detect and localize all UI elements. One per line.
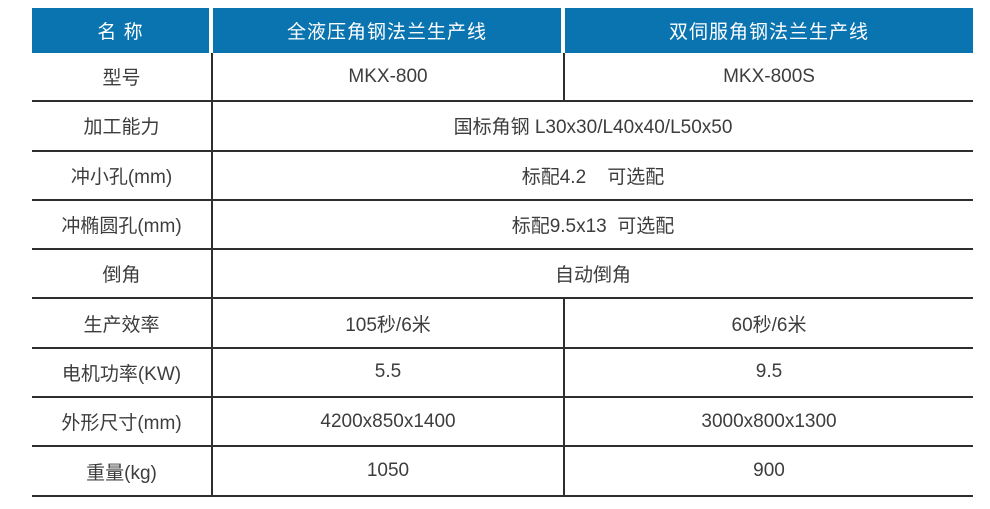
row-capacity: 加工能力 国标角钢 L30x30/L40x40/L50x50: [32, 102, 973, 152]
row-label: 冲小孔(mm): [32, 151, 213, 199]
oblong-hole-value: 标配9.5x13 可选配: [511, 216, 675, 238]
row-small-hole: 冲小孔(mm) 标配4.2 可选配: [32, 151, 973, 201]
row-label: 生产效率: [32, 299, 213, 347]
row-label: 冲椭圆孔(mm): [32, 200, 213, 249]
motor-power-b-value: 9.5: [755, 361, 783, 383]
header-cell-name: 名 称: [32, 8, 213, 53]
small-hole-value: 标配4.2 可选配: [521, 166, 665, 188]
capacity-value: 国标角钢 L30x30/L40x40/L50x50: [453, 117, 733, 139]
row-efficiency: 生产效率 105秒/6米 60秒/6米: [32, 299, 973, 349]
row-label: 外形尺寸(mm): [32, 398, 213, 446]
header-row: 名 称 全液压角钢法兰生产线 双伺服角钢法兰生产线: [32, 8, 973, 53]
row-label: 型号: [32, 53, 213, 101]
model-b-value: MKX-800S: [723, 65, 815, 87]
efficiency-b-value: 60秒/6米: [731, 314, 807, 336]
row-label: 加工能力: [32, 102, 213, 150]
header-cell-product-a: 全液压角钢法兰生产线: [213, 8, 565, 53]
weight-b-value: 900: [753, 460, 785, 482]
row-weight: 重量(kg) 1050 900: [32, 447, 973, 497]
model-a-value: MKX-800: [213, 53, 565, 101]
dimensions-b-value: 3000x800x1300: [701, 410, 837, 432]
dimensions-a-value: 4200x850x1400: [213, 398, 565, 446]
row-label: 倒角: [32, 250, 213, 298]
chamfer-value: 自动倒角: [554, 265, 631, 287]
row-label: 重量(kg): [32, 447, 213, 495]
row-model: 型号 MKX-800 MKX-800S: [32, 53, 973, 103]
row-label: 电机功率(KW): [32, 348, 213, 397]
product-spec-table: 名 称 全液压角钢法兰生产线 双伺服角钢法兰生产线 型号 MKX-800 MKX…: [32, 8, 973, 497]
row-chamfer: 倒角 自动倒角: [32, 250, 973, 300]
row-dimensions: 外形尺寸(mm) 4200x850x1400 3000x800x1300: [32, 398, 973, 448]
header-cell-product-b: 双伺服角钢法兰生产线: [565, 8, 973, 53]
row-oblong-hole: 冲椭圆孔(mm) 标配9.5x13 可选配: [32, 200, 973, 251]
row-motor-power: 电机功率(KW) 5.5 9.5: [32, 348, 973, 399]
efficiency-a-value: 105秒/6米: [213, 299, 565, 347]
weight-a-value: 1050: [213, 447, 565, 495]
motor-power-a-value: 5.5: [213, 348, 565, 397]
